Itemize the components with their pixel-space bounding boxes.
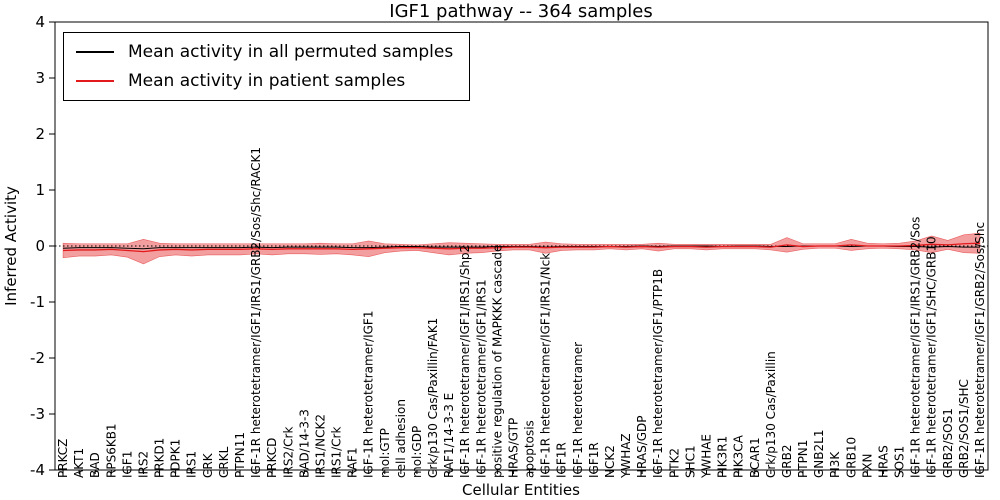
y-tick-label: 3 (35, 69, 45, 87)
x-tick-label: BAD/14-3-3 (297, 409, 311, 478)
x-tick-label: GRB2/SOS1/SHC (957, 379, 971, 478)
x-tick-label: IGF-1R heterotetramer/IGF1/PTP1B (651, 269, 665, 478)
x-tick-label: positive regulation of MAPKKK cascade (490, 245, 504, 478)
x-tick-label: IGF1R (555, 442, 569, 478)
patient-mean-line (63, 242, 980, 253)
x-tick-label: IGF-1R heterotetramer/IGF1/IRS1 (474, 279, 488, 478)
x-tick-label: RPS6KB1 (104, 423, 118, 478)
x-tick-label: IGF1R (587, 442, 601, 478)
x-tick-label: YWHAZ (619, 433, 633, 479)
legend-label-permuted: Mean activity in all permuted samples (128, 42, 454, 62)
y-tick-label: -2 (30, 349, 45, 367)
y-tick-label: 4 (35, 13, 45, 31)
chart-title: IGF1 pathway -- 364 samples (389, 1, 652, 22)
x-tick-label: IRS2 (136, 451, 150, 478)
legend-line-black-icon (76, 51, 114, 54)
x-axis-label: Cellular Entities (462, 481, 580, 499)
x-tick-label: BCAR1 (748, 437, 762, 478)
x-tick-label: PIK3CA (732, 434, 746, 478)
x-tick-label: SHC1 (683, 445, 697, 478)
x-tick-label: GRB2/SOS1 (941, 408, 955, 478)
x-tick-label: NCK2 (603, 445, 617, 478)
x-tick-label: CRK (201, 452, 215, 478)
x-tick-label: PDPK1 (169, 439, 183, 478)
x-tick-label: GNB2L1 (812, 430, 826, 478)
x-tick-label: PRKD1 (153, 438, 167, 478)
x-tick-label: IGF-1R heterotetramer/IGF1/SHC/GRB10 (925, 236, 939, 478)
x-tick-label: IGF-1R heterotetramer/IGF1/GRB2/Sos/Shc (973, 222, 987, 478)
y-tick-label: -4 (30, 461, 45, 479)
legend-line-red-icon (76, 79, 114, 82)
x-tick-label: HRAS (876, 445, 890, 478)
x-tick-label: cell adhesion (394, 399, 408, 478)
x-tick-label: IGF-1R heterotetramer/IGF1/IRS1/Shp2 (458, 245, 472, 478)
x-tick-label: PRKCZ (56, 439, 70, 478)
y-tick-label: 2 (35, 125, 45, 143)
x-tick-label: RAF1 (346, 447, 360, 478)
x-tick-label: mol:GDP (410, 426, 424, 478)
x-tick-label: IRS2/Crk (281, 427, 295, 478)
patient-band (62, 232, 981, 265)
y-tick-label: -1 (30, 293, 45, 311)
x-tick-label: PXN (860, 454, 874, 478)
y-axis-label: Inferred Activity (2, 186, 20, 306)
legend-label-patient: Mean activity in patient samples (128, 70, 406, 91)
x-tick-label: Crk/p130 Cas/Paxillin (764, 351, 778, 478)
x-tick-label: IGF-1R heterotetramer/IGF1/IRS1/Nck (539, 253, 553, 478)
x-tick-label: PTPN11 (233, 432, 247, 478)
x-tick-label: GRB10 (844, 437, 858, 478)
x-tick-label: HRAS/GDP (635, 415, 649, 478)
x-tick-label: IGF-1R heterotetramer (571, 342, 585, 478)
x-tick-label: YWHAE (699, 434, 713, 479)
x-tick-label: IGF1 (120, 451, 134, 478)
x-tick-label: BAD (88, 452, 102, 478)
x-tick-label: IRS1/NCK2 (313, 414, 327, 478)
y-tick-label: 1 (35, 181, 45, 199)
x-tick-label: IGF-1R heterotetramer/IGF1/IRS1/GRB2/Sos… (249, 147, 263, 478)
x-tick-label: PTK2 (667, 448, 681, 478)
y-tick-label: 0 (35, 237, 45, 255)
legend-item-patient: Mean activity in patient samples (76, 69, 453, 94)
x-tick-label: apoptosis (523, 420, 537, 478)
legend-item-permuted: Mean activity in all permuted samples (76, 40, 453, 65)
x-tick-label: PI3K (828, 451, 842, 478)
x-tick-label: SOS1 (893, 446, 907, 478)
x-tick-label: IGF-1R heterotetramer/IGF1/IRS1/GRB2/Sos (909, 217, 923, 478)
x-tick-label: IRS1/Crk (330, 427, 344, 478)
x-tick-label: CRKL (217, 446, 231, 478)
x-tick-label: IRS1 (185, 451, 199, 478)
x-tick-label: RAF1/14-3-3 E (442, 393, 456, 478)
x-tick-label: GRB2 (780, 444, 794, 478)
legend: Mean activity in all permuted samples Me… (63, 32, 471, 102)
x-tick-label: PTPN1 (796, 440, 810, 478)
y-tick-label: -3 (30, 405, 45, 423)
x-tick-label: HRAS/GTP (506, 418, 520, 478)
x-tick-label: mol:GTP (378, 428, 392, 478)
x-tick-label: PIK3R1 (716, 436, 730, 478)
x-tick-label: AKT1 (72, 448, 86, 478)
x-tick-label: IGF-1R heterotetramer/IGF1 (362, 311, 376, 478)
x-tick-label: PRKCD (265, 438, 279, 478)
x-tick-label: Crk/p130 Cas/Paxillin/FAK1 (426, 318, 440, 478)
